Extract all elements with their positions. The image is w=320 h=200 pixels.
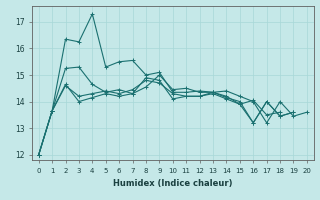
X-axis label: Humidex (Indice chaleur): Humidex (Indice chaleur): [113, 179, 233, 188]
